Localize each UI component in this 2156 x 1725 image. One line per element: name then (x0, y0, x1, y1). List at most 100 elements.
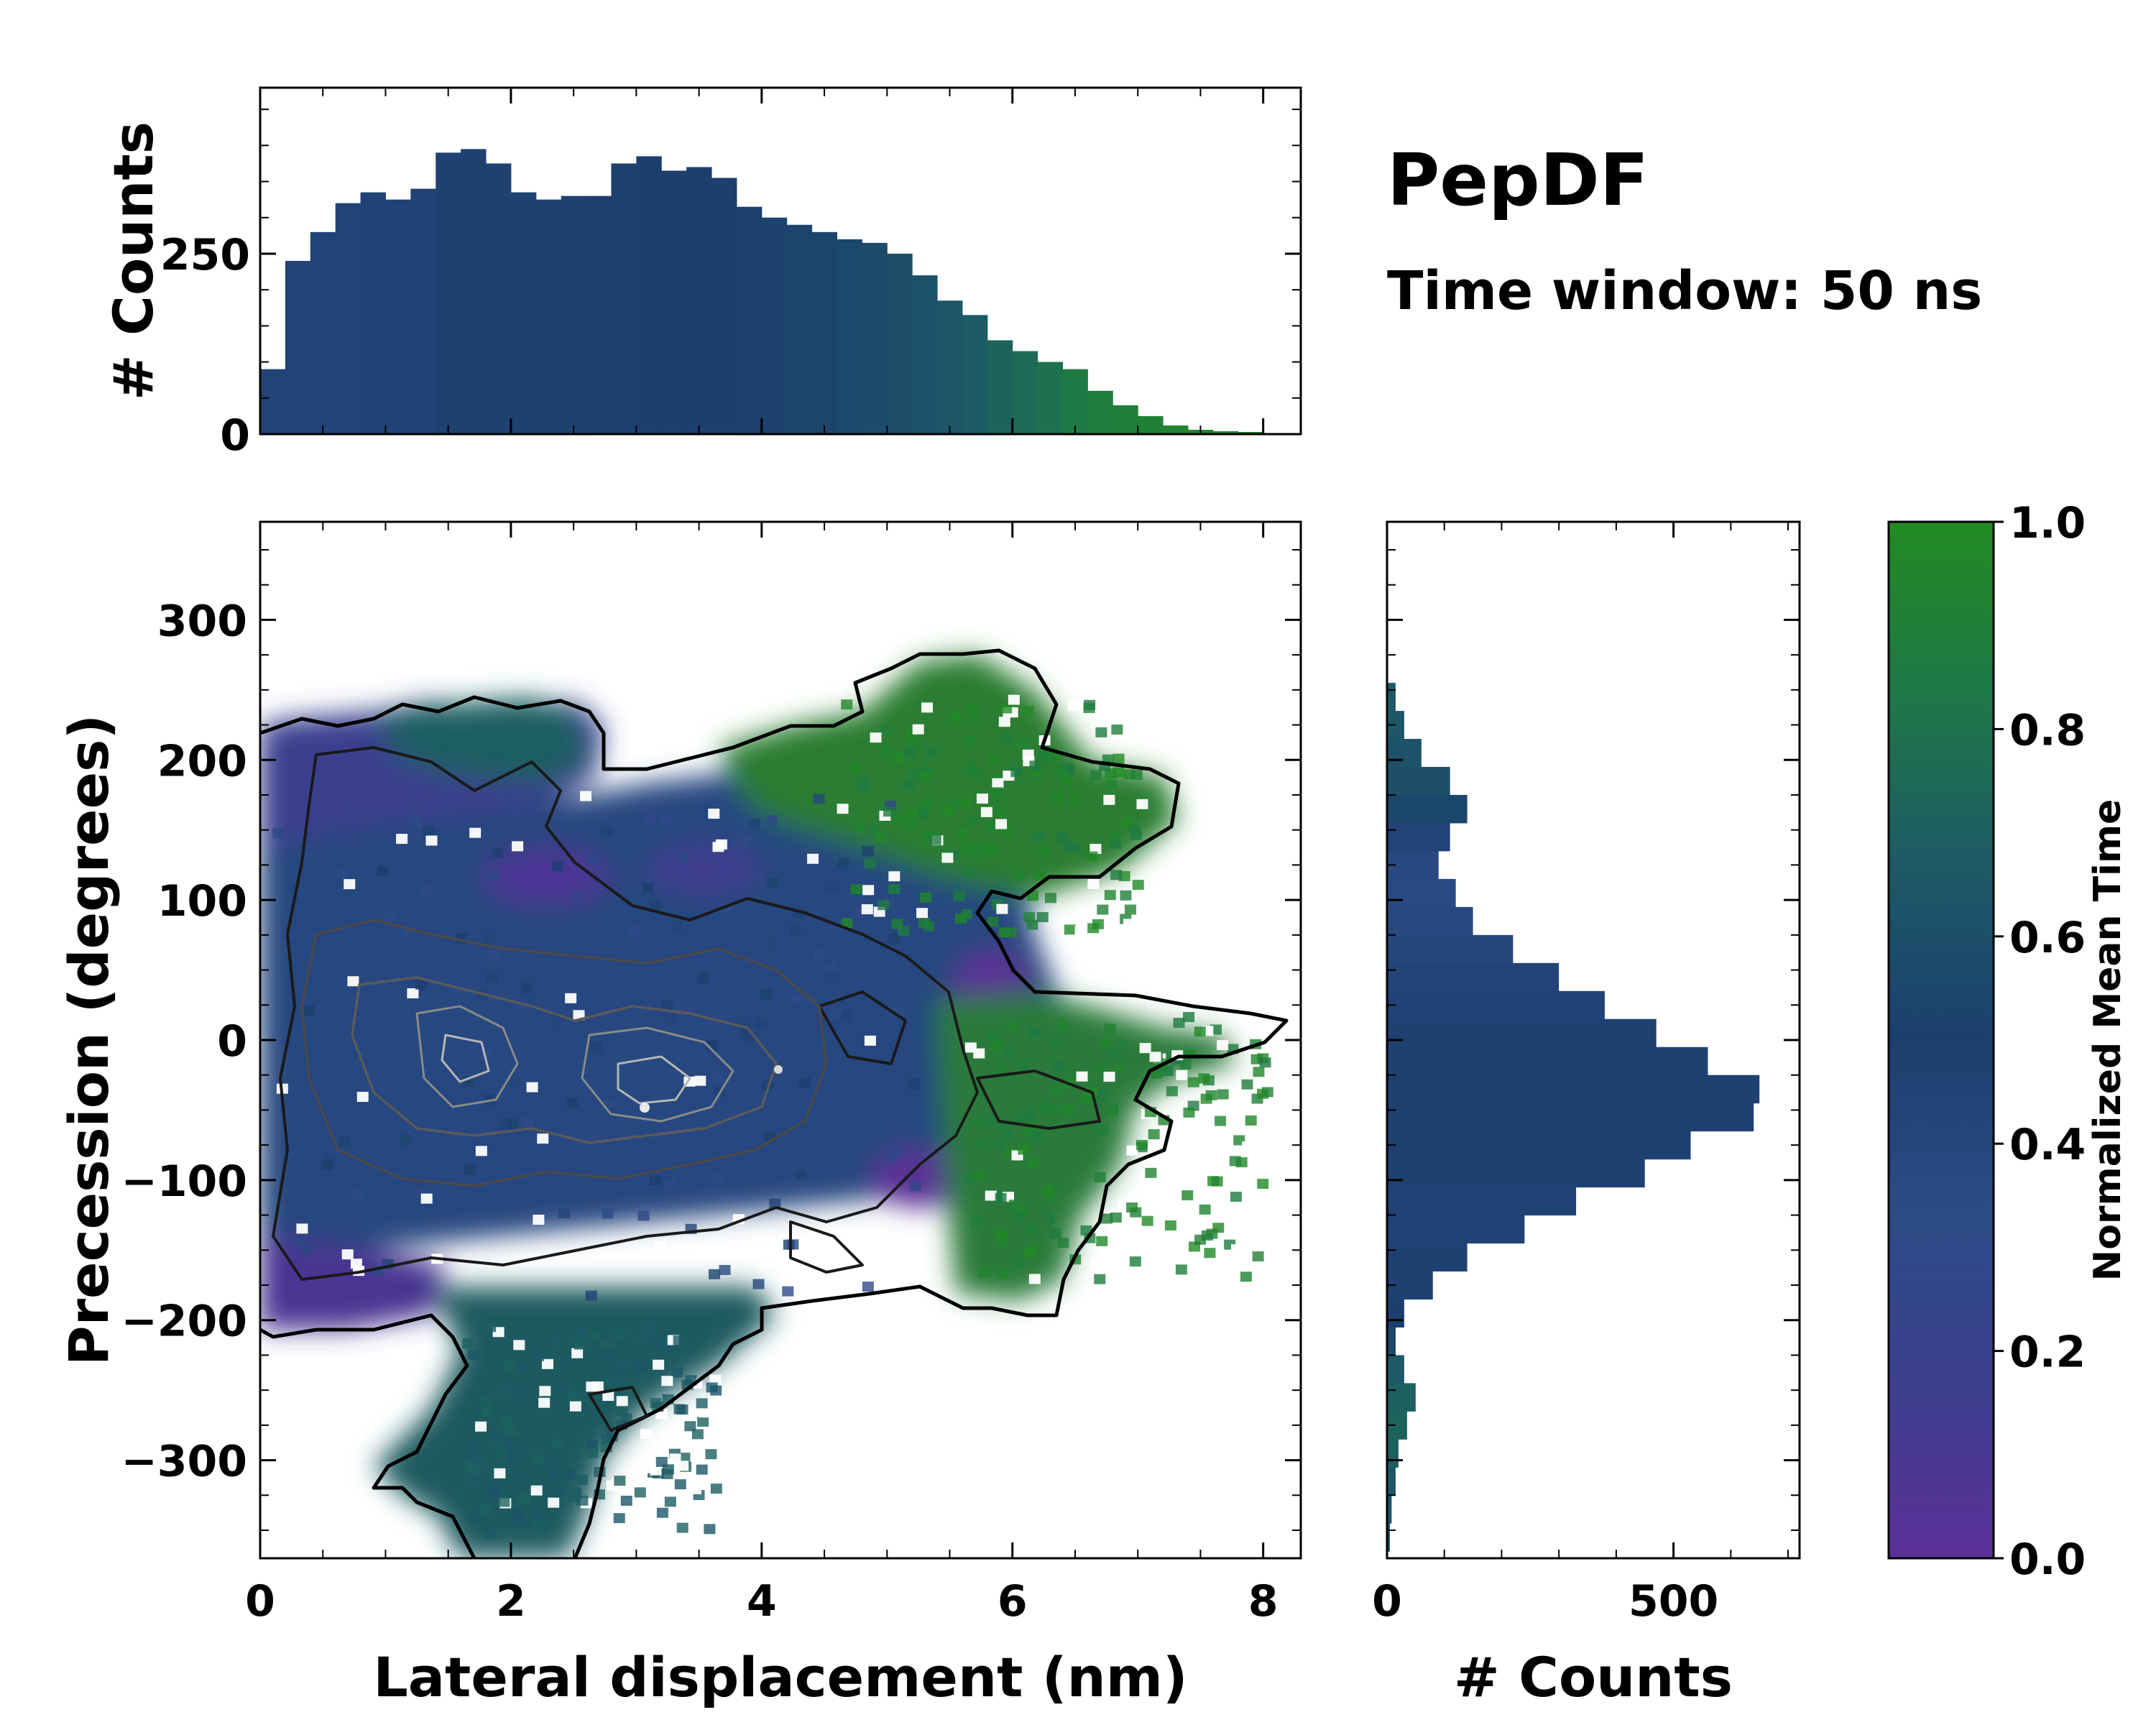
main-xtick-label: 2 (496, 1576, 526, 1627)
heatmap-pixel (350, 1190, 362, 1200)
top-histogram: 0 250 # Counts (101, 86, 1302, 461)
top-histogram-bar (436, 152, 461, 434)
heatmap-pixel (396, 834, 408, 845)
heatmap-pixel (682, 1440, 694, 1451)
heatmap-pixel (1036, 911, 1049, 922)
heatmap-pixel (625, 1486, 637, 1496)
heatmap-pixel (479, 1504, 492, 1515)
heatmap-pixel (488, 1489, 500, 1499)
heatmap-pixel (991, 787, 1003, 798)
top-histogram-bar (636, 156, 662, 435)
right-histogram-bar (1387, 739, 1422, 768)
heatmap-pixel (616, 1396, 628, 1407)
heatmap-pixel (400, 1135, 412, 1146)
heatmap-pixel (742, 1032, 755, 1043)
heatmap-pixel (905, 818, 917, 829)
heatmap-pixel (518, 1494, 530, 1504)
contour-inner (351, 976, 778, 1144)
heatmap-pixel (648, 900, 660, 911)
heatmap-pixel (1126, 1202, 1138, 1213)
heatmap-pixel (988, 755, 1000, 765)
heatmap-pixel (678, 1453, 691, 1463)
heatmap-pixel (1068, 794, 1080, 804)
heatmap-pixel (613, 1513, 625, 1524)
right-histogram-bar (1387, 1046, 1708, 1076)
heatmap-pixel (1116, 1039, 1128, 1050)
heatmap-pixel (673, 1335, 685, 1346)
heatmap-pixel (1151, 1068, 1163, 1079)
heatmap-pixel (962, 1173, 975, 1184)
heatmap-pixel (472, 1458, 484, 1468)
heatmap-pixel (551, 1338, 563, 1348)
heatmap-pixel (1049, 1228, 1061, 1239)
heatmap-pixel (1049, 751, 1061, 762)
right-histogram-bar (1387, 1439, 1399, 1468)
heatmap-pixel (1016, 1061, 1028, 1072)
heatmap-pixel (879, 747, 891, 758)
heatmap-pixel (1253, 1067, 1265, 1077)
heatmap-pixel (1029, 760, 1041, 771)
main-xtick-label: 0 (245, 1576, 275, 1627)
top-histogram-bar (410, 188, 436, 434)
heatmap-pixel (891, 1145, 903, 1156)
top-histogram-bar (1138, 415, 1164, 434)
heatmap-pixel (837, 804, 849, 814)
heatmap-pixel (1112, 767, 1125, 778)
top-histogram-bar (837, 239, 862, 434)
heatmap-pixel (1112, 753, 1125, 764)
heatmap-pixel (912, 724, 924, 735)
heatmap-pixel (1084, 699, 1096, 710)
heatmap-pixel (464, 1164, 476, 1175)
heatmap-pixel (921, 702, 934, 713)
heatmap-pixel (1068, 842, 1080, 852)
right-histogram-bar (1387, 794, 1468, 824)
heatmap-pixel (505, 1361, 517, 1372)
heatmap-pixel (642, 832, 654, 842)
main-ytick-label: 300 (157, 596, 247, 646)
heatmap-pixel (1120, 890, 1132, 901)
heatmap-pixel (813, 794, 825, 804)
heatmap-pixel (920, 797, 932, 808)
heatmap-pixel (415, 979, 427, 990)
heatmap-pixel (712, 1172, 724, 1182)
heatmap-pixel (735, 1016, 747, 1027)
heatmap-pixel (554, 1486, 566, 1496)
heatmap-pixel (1207, 1264, 1220, 1275)
heatmap-pixel (515, 1363, 528, 1374)
heatmap-pixel (1097, 1124, 1109, 1135)
heatmap-pixel (1094, 1064, 1106, 1075)
heatmap-pixel (830, 1008, 842, 1018)
heatmap-pixel (698, 1407, 710, 1418)
heatmap-pixel (1183, 1107, 1195, 1118)
heatmap-pixel (888, 884, 900, 895)
heatmap-pixel (996, 903, 1008, 914)
colorbar-tick-label: 0.0 (2009, 1535, 2086, 1585)
heatmap-pixel (1146, 1203, 1158, 1214)
heatmap-pixel (1106, 1103, 1118, 1113)
heatmap-pixel (341, 1249, 354, 1260)
top-histogram-bar (1037, 362, 1064, 434)
heatmap-pixel (515, 1445, 527, 1456)
heatmap-pixel (765, 939, 777, 949)
heatmap-pixel (1012, 1259, 1024, 1269)
heatmap-pixel (566, 1097, 579, 1108)
top-histogram-bar (385, 199, 411, 434)
heatmap-pixel (908, 1079, 920, 1090)
heatmap-pixel (850, 884, 862, 895)
top-histogram-bar (486, 163, 512, 434)
heatmap-pixel (1149, 1052, 1161, 1062)
heatmap-pixel (1043, 1213, 1055, 1223)
heatmap-pixel (710, 1484, 722, 1494)
right-histogram-bar (1387, 1215, 1525, 1244)
heatmap-pixel (737, 834, 750, 845)
heatmap-pixel (505, 1425, 517, 1435)
heatmap-pixel (650, 1465, 662, 1476)
right-hist-xtick-label: 0 (1372, 1576, 1402, 1627)
heatmap-pixel (959, 796, 971, 807)
heatmap-pixel (1096, 1236, 1108, 1246)
heatmap-pixel (1194, 1234, 1207, 1245)
top-histogram-bar (912, 275, 938, 434)
heatmap-pixel (963, 766, 975, 777)
heatmap-pixel (704, 1524, 716, 1535)
heatmap-pixel (1183, 1012, 1195, 1023)
